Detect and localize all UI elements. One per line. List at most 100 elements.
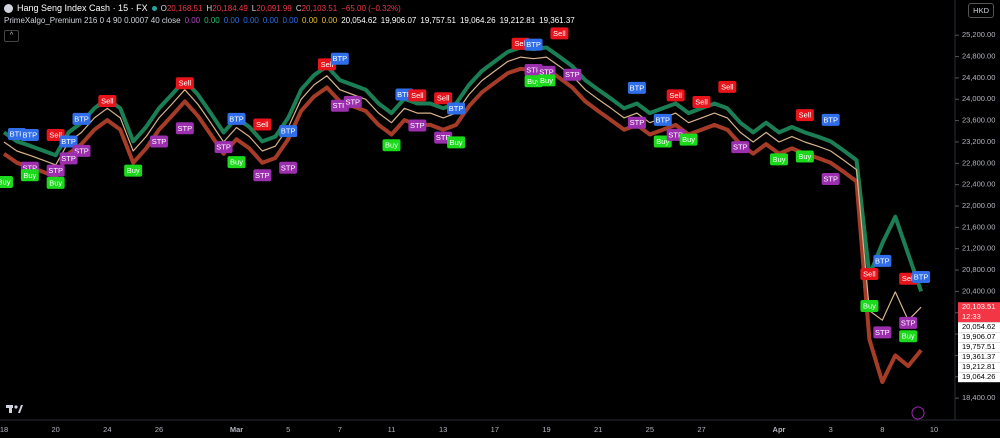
signal-text: STP [281,163,296,172]
indicator-value: 0.00 [184,16,201,25]
collapse-button[interactable]: ^ [4,30,19,42]
signal-label: BTP [912,270,931,283]
signal-text: Buy [127,166,140,175]
signal-box [860,268,879,281]
signal-box [98,95,117,108]
signal-label: Buy [770,153,788,166]
signal-text: BTP [397,90,412,99]
signal-text: STP [436,133,451,142]
signal-text: STP [48,166,63,175]
indicator-value: 19,064.26 [459,16,496,25]
signal-text: BTP [914,272,929,281]
indicator-line: PrimeXalgo_Premium 216 0 4 90 0.0007 40 … [4,16,575,25]
signal-label: STP [214,141,233,154]
indicator-value: 19,906.07 [380,16,417,25]
price-label-box [958,322,1000,333]
signal-label: Buy [124,164,143,177]
price-label: 19,064.26 [962,372,995,381]
signal-text: BTP [526,40,541,49]
signal-text: STP [565,70,580,79]
signal-label: STP [408,119,427,132]
signal-text: Sell [101,97,114,106]
currency[interactable]: HKD [968,3,994,18]
signal-label: Buy [537,74,556,87]
x-tick-label: 3 [829,425,833,434]
y-tick-label: 24,400.00 [962,73,995,82]
indicator-value: 0.00 [282,16,299,25]
status-dot [151,5,157,11]
signal-text: BTP [229,114,244,123]
indicator-value: 0.00 [243,16,259,25]
y-tick-label: 23,600.00 [962,116,995,125]
alert-icon[interactable] [911,406,925,420]
signal-text: Buy [450,138,463,147]
signal-text: Buy [798,152,811,161]
signal-box [718,80,737,93]
signal-label: BTP [653,113,672,126]
signal-box [434,92,453,105]
price-label: 20,054.62 [962,322,995,331]
signal-text: Sell [437,94,450,103]
signal-box [227,112,246,125]
indicator: PrimeXalgo_Premium 216 0 4 90 0.0007 40 … [4,16,181,25]
signal-text: BTP [61,137,76,146]
indicator-value: 0.00 [223,16,240,25]
signal-text: STP [178,124,193,133]
signal-label: STP [731,141,750,154]
signal-label: Sell [860,268,879,281]
signal-box [72,112,91,125]
indicator-value: 19,212.81 [499,16,536,25]
signal-text: Buy [902,332,915,341]
signal-box [279,125,298,138]
signal-box [537,74,556,87]
y-tick-label: 22,400.00 [962,180,995,189]
countdown: 12:33 [962,312,981,321]
x-tick-label: 25 [646,425,654,434]
signal-box [253,169,272,182]
signal-label: BTP [330,52,349,65]
signal-text: Sell [321,60,334,69]
signal-text: STP [823,175,838,184]
signal-text: STP [901,318,916,327]
signal-box [343,95,362,108]
signal-box [447,102,466,115]
signal-label: BTP [59,135,78,148]
signal-label: BTP [447,102,466,115]
signal-box [653,113,672,126]
signal-label: BTP [821,113,840,126]
x-tick-label: 26 [155,425,163,434]
signal-text: Buy [863,301,876,310]
indicator-value: 0.00 [262,16,279,25]
signal-label: BTP [279,125,298,138]
signal-text: Sell [49,131,62,140]
signal-label: STP [343,95,362,108]
ohlc-value: 20,091.99 [256,3,292,13]
signal-text: Sell [514,39,527,48]
signal-label: STP [563,68,582,81]
signal-text: BTP [449,104,464,113]
ohlc-label: L [251,3,257,13]
signal-box [20,129,39,142]
signal-label: Buy [0,175,13,188]
signal-text: STP [733,143,748,152]
signal-text: STP [333,101,348,110]
ohlc-value: 20,103.51 [301,3,338,13]
signal-label: Buy [795,150,814,163]
signal-box [150,135,168,148]
signal-text: STP [630,118,645,127]
signal-text: BTP [630,83,645,92]
signal-box [899,316,918,329]
signal-label: STP [150,135,168,148]
ohlc-item: L20,091.99 [252,4,292,13]
signal-text: Sell [799,111,812,120]
price-label-box [958,352,1000,363]
signal-label: Sell [718,80,737,93]
signal-text: STP [61,154,76,163]
signal-label: STP [253,169,272,182]
x-tick-label: 27 [697,425,705,434]
signal-box [0,175,13,188]
signal-box [770,153,788,166]
signal-label: STP [175,122,194,135]
signal-label: Sell [795,109,814,122]
